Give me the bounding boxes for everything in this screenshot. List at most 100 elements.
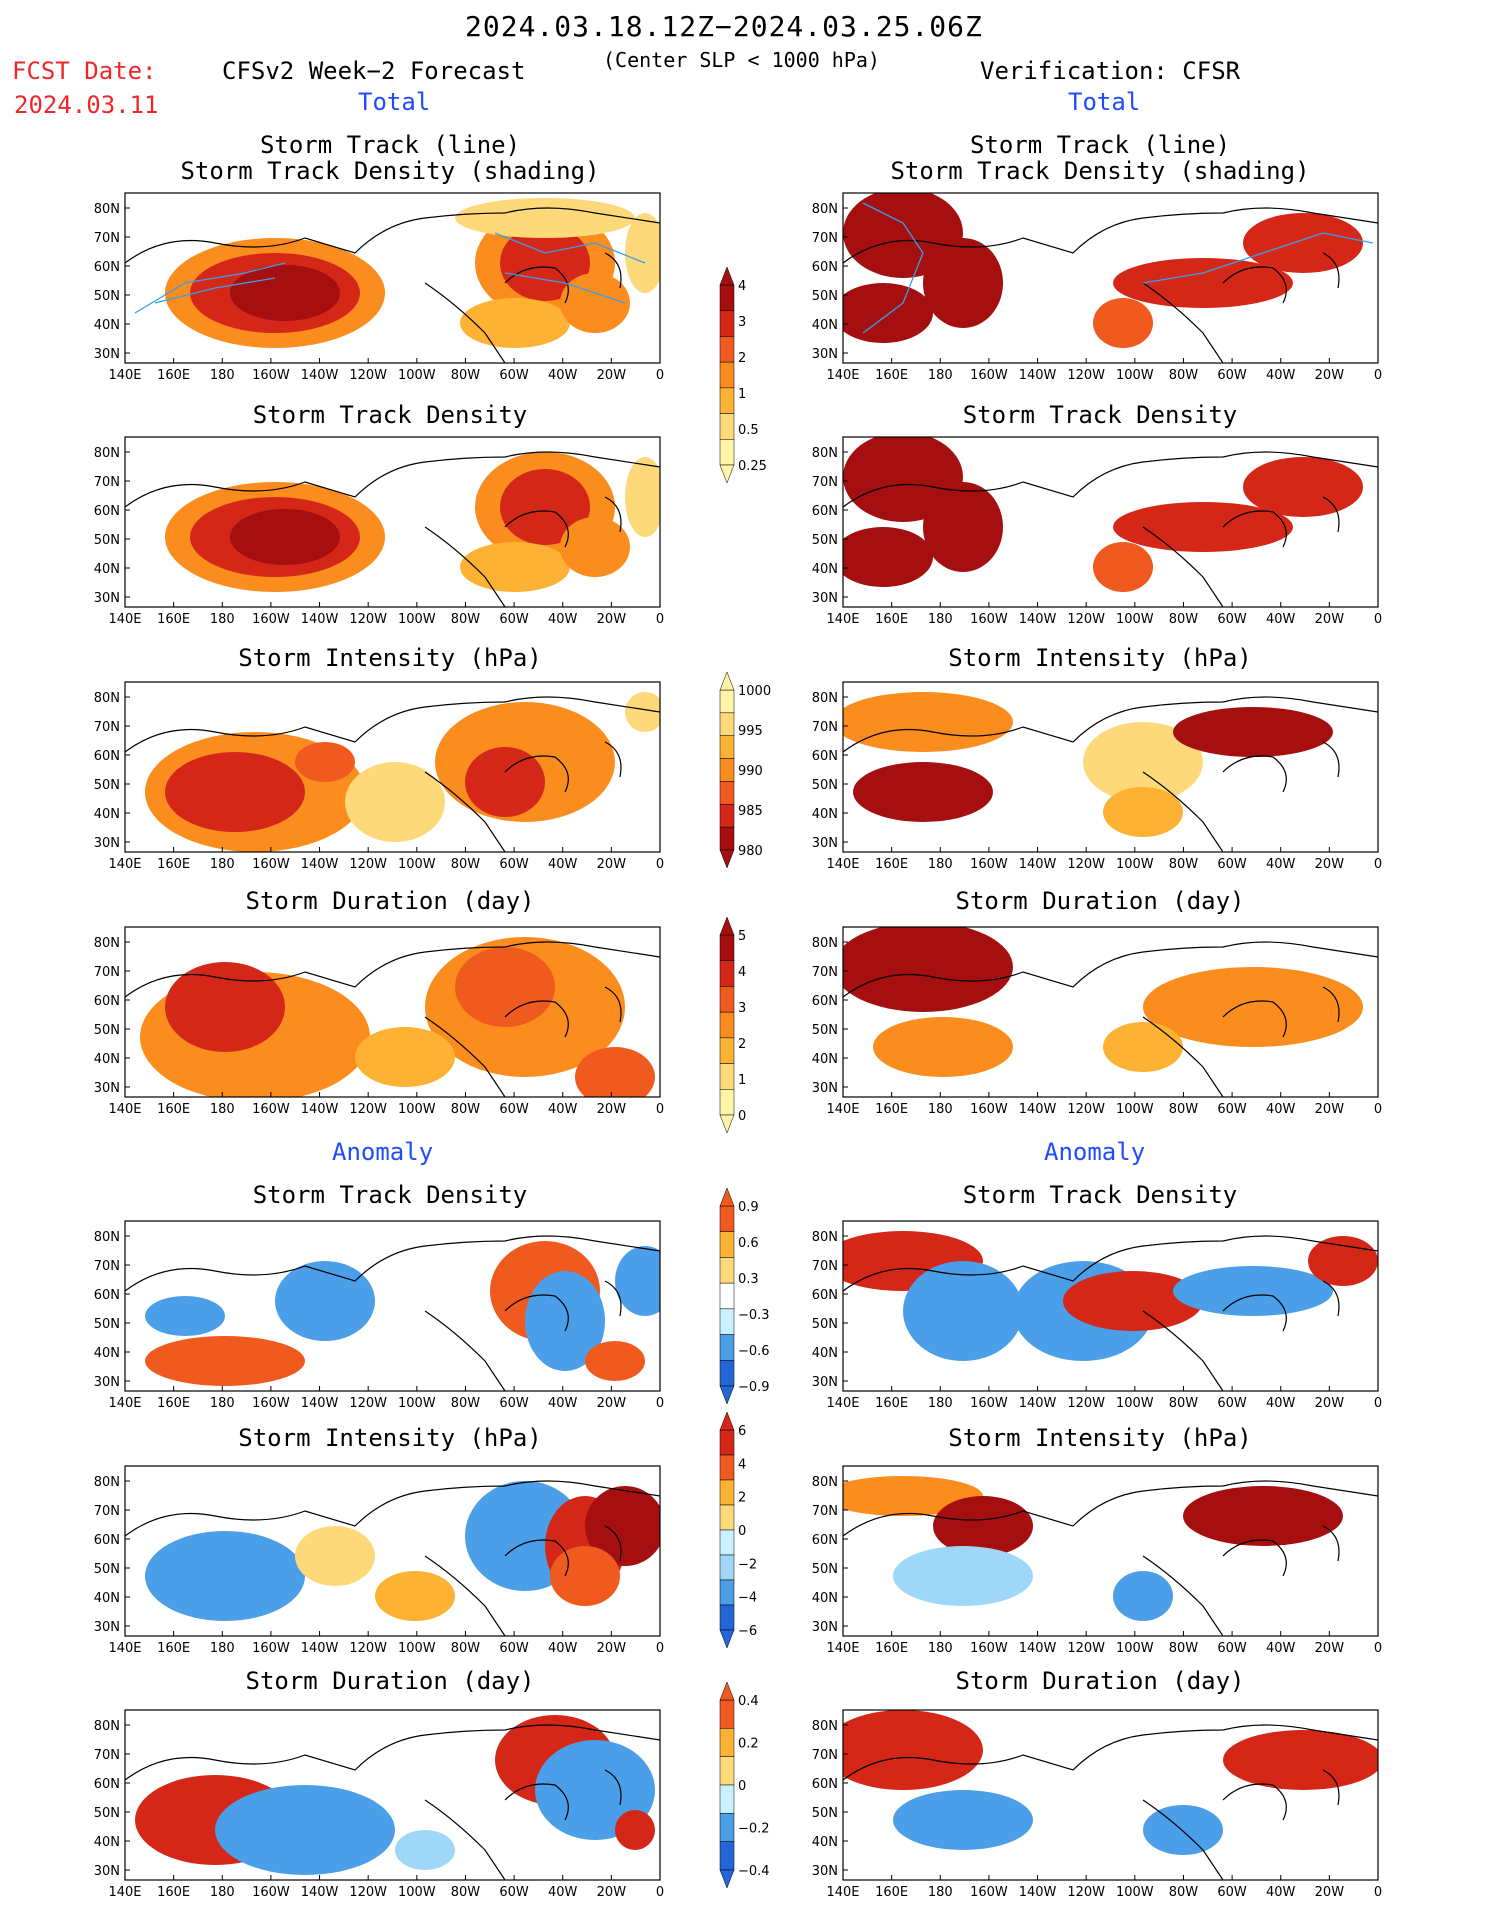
- lon-tick-label: 160E: [875, 1396, 908, 1411]
- lat-tick-label: 30N: [94, 1620, 120, 1635]
- coastline: [843, 941, 1378, 1097]
- lon-tick-label: 0: [1374, 1396, 1382, 1411]
- lat-tick-label: 50N: [812, 1562, 838, 1577]
- colorbar-label: −0.4: [738, 1864, 770, 1879]
- lon-tick-label: 120W: [349, 1396, 387, 1411]
- lon-tick-label: 140E: [826, 1102, 859, 1117]
- lat-tick-label: 80N: [812, 936, 838, 951]
- colorbar-segment: [719, 826, 735, 851]
- lon-tick-label: 140E: [108, 1102, 141, 1117]
- lon-tick-label: 120W: [1067, 1641, 1105, 1656]
- colorbar-duration: 5 4 3 2 1 0: [719, 916, 746, 1134]
- map-panel-right-2: 140E 160E 180 160W 140W 120W 100W 80W 60W 40W 20W 0…: [812, 436, 1382, 627]
- colorbar-segment: [719, 1841, 735, 1871]
- lon-tick-label: 180: [210, 1102, 235, 1117]
- map-panel-left-7: 140E 160E 180 160W 140W 120W 100W 80W 60W 40W 20W 0…: [94, 1709, 664, 1900]
- colorbar-segment: [719, 1454, 735, 1481]
- colorbar-label: 4: [738, 1457, 746, 1472]
- shading-region: [165, 752, 305, 832]
- colorbar-label: 0: [738, 1109, 746, 1124]
- lon-tick-label: 180: [928, 612, 953, 627]
- lon-tick-label: 160E: [157, 368, 190, 383]
- lat-tick-label: 50N: [94, 1317, 120, 1332]
- lat-tick-label: 70N: [812, 965, 838, 980]
- lon-tick-label: 160E: [875, 368, 908, 383]
- lat-tick-label: 40N: [812, 1835, 838, 1850]
- shading-region: [1063, 1271, 1203, 1331]
- lon-tick-label: 120W: [1067, 368, 1105, 383]
- colorbar-label: 0.5: [738, 423, 759, 438]
- panel-title-density-anom-right: Storm Track Density: [962, 1181, 1238, 1209]
- storm-track-lines: [862, 202, 1374, 334]
- colorbar-segment: [719, 934, 735, 961]
- lon-tick-label: 0: [656, 1641, 664, 1656]
- lon-tick-label: 180: [928, 1396, 953, 1411]
- lon-tick-label: 40W: [548, 1641, 578, 1656]
- lon-tick-label: 60W: [499, 1641, 529, 1656]
- colorbar-label: −0.3: [738, 1308, 770, 1323]
- lon-tick-label: 140W: [301, 1102, 339, 1117]
- lon-tick-label: 120W: [349, 368, 387, 383]
- lat-tick-label: 30N: [812, 1081, 838, 1096]
- lat-tick-label: 70N: [94, 965, 120, 980]
- lon-tick-label: 140W: [301, 368, 339, 383]
- coastline: [125, 1480, 660, 1636]
- lon-tick-label: 60W: [499, 612, 529, 627]
- lon-tick-label: 120W: [349, 857, 387, 872]
- colorbar-label: 0.25: [738, 459, 767, 474]
- lat-tick-label: 80N: [94, 1475, 120, 1490]
- lon-tick-label: 120W: [1067, 857, 1105, 872]
- lat-tick-label: 50N: [812, 289, 838, 304]
- lat-tick-label: 50N: [812, 1023, 838, 1038]
- shading-region: [1113, 258, 1293, 308]
- lon-tick-label: 160E: [157, 1396, 190, 1411]
- shading-region: [550, 1546, 620, 1606]
- colorbar-segment: [719, 1257, 735, 1284]
- lon-tick-label: 140W: [301, 612, 339, 627]
- shading-region: [625, 213, 660, 293]
- lon-tick-label: 160W: [970, 1396, 1008, 1411]
- colorbar-label: 4: [738, 279, 746, 294]
- lon-tick-label: 160E: [157, 1885, 190, 1900]
- lon-tick-label: 180: [928, 1102, 953, 1117]
- colorbar-label: 1: [738, 387, 746, 402]
- lon-tick-label: 120W: [349, 1102, 387, 1117]
- colorbar-segment: [719, 1205, 735, 1232]
- panel-title-density-right: Storm Track Density: [962, 401, 1238, 429]
- lat-tick-label: 80N: [94, 1230, 120, 1245]
- map-panel-left-3: 140E 160E 180 160W 140W 120W 100W 80W 60W 40W 20W 0…: [94, 681, 664, 872]
- coastline: [843, 1235, 1378, 1391]
- lat-tick-label: 50N: [94, 1023, 120, 1038]
- map-panel-right-1: 140E 160E 180 160W 140W 120W 100W 80W 60W 40W 20W 0…: [812, 192, 1382, 383]
- lon-tick-label: 40W: [548, 1885, 578, 1900]
- colorbar-segment: [719, 712, 735, 736]
- lon-tick-label: 160W: [970, 1641, 1008, 1656]
- slp-subtitle: (Center SLP < 1000 hPa): [603, 48, 880, 72]
- lon-tick-label: 100W: [1116, 1396, 1154, 1411]
- lon-tick-label: 100W: [398, 857, 436, 872]
- colorbar-segment: [719, 1037, 735, 1064]
- colorbar-label: 0: [738, 1524, 746, 1539]
- shading-region: [933, 1496, 1033, 1556]
- lon-tick-label: 20W: [597, 612, 627, 627]
- lat-tick-label: 50N: [812, 778, 838, 793]
- lon-tick-label: 120W: [1067, 1396, 1105, 1411]
- colorbar-segment: [719, 1529, 735, 1556]
- colorbar-segment: [719, 781, 735, 805]
- fcst-date-value: 2024.03.11: [14, 91, 159, 119]
- lat-tick-label: 50N: [812, 1806, 838, 1821]
- lon-tick-label: 40W: [1266, 1641, 1296, 1656]
- lon-tick-label: 60W: [1217, 1641, 1247, 1656]
- shading-region: [873, 1017, 1013, 1077]
- colorbar-segment: [719, 1756, 735, 1786]
- lon-tick-label: 60W: [499, 1885, 529, 1900]
- lon-tick-label: 20W: [1315, 1885, 1345, 1900]
- shading-region: [1113, 502, 1293, 552]
- lon-tick-label: 80W: [1169, 857, 1199, 872]
- colorbar-label: −0.9: [738, 1380, 770, 1395]
- lon-tick-label: 180: [928, 1885, 953, 1900]
- lon-tick-label: 180: [210, 1641, 235, 1656]
- shading-region: [843, 692, 1013, 752]
- map-panel-right-7: 140E 160E 180 160W 140W 120W 100W 80W 60W 40W 20W 0…: [812, 1709, 1382, 1900]
- colorbar-label: 0.2: [738, 1737, 759, 1752]
